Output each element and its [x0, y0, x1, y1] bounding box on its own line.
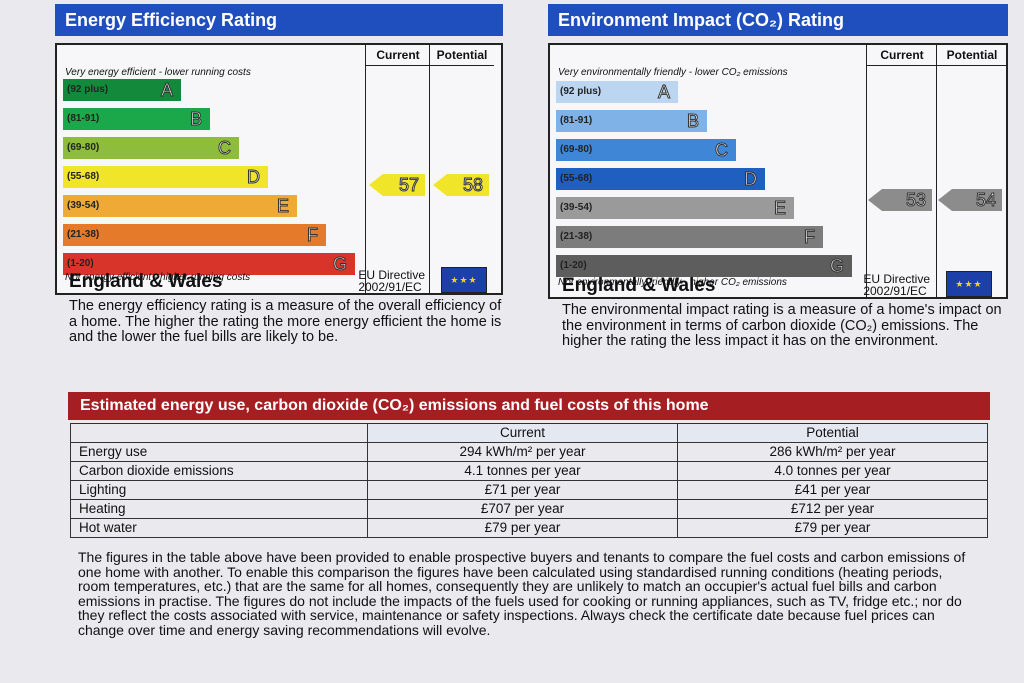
current-value: 4.1 tonnes per year	[367, 461, 678, 481]
band-range: (55-68)	[67, 171, 100, 182]
rating-band-e: (39-54) E	[556, 197, 794, 219]
environment-impact-chart: Current Potential Very environmentally f…	[548, 43, 1008, 299]
table-row: Hot water £79 per year £79 per year	[70, 518, 988, 538]
potential-value: £41 per year	[677, 480, 988, 500]
table-row: Carbon dioxide emissions 4.1 tonnes per y…	[70, 461, 988, 481]
band-letter: E	[276, 196, 289, 217]
rating-band-g: (1-20) G	[63, 253, 355, 275]
energy-efficiency-title: Energy Efficiency Rating	[55, 4, 503, 36]
bottom-note: Not environmentally friendly - higher CO…	[558, 277, 787, 288]
row-label: Carbon dioxide emissions	[70, 461, 368, 481]
rating-band-f: (21-38) F	[556, 226, 823, 248]
band-letter: C	[218, 138, 232, 159]
potential-column-header: Potential	[677, 423, 988, 443]
rating-band-a: (92 plus) A	[63, 79, 181, 101]
current-value: £79 per year	[367, 518, 678, 538]
band-range: (69-80)	[67, 142, 100, 153]
eu-flag-icon: ★★★	[946, 271, 992, 297]
band-letter: A	[657, 82, 670, 103]
band-letter: B	[686, 111, 699, 132]
estimates-table: Current Potential Energy use 294 kWh/m² p…	[70, 423, 988, 538]
rating-band-a: (92 plus) A	[556, 81, 678, 103]
potential-column-header: Potential	[429, 45, 494, 66]
rating-band-f: (21-38) F	[63, 224, 326, 246]
potential-rating-arrow: 58	[433, 174, 489, 196]
band-range: (69-80)	[560, 144, 593, 155]
band-range: (39-54)	[560, 202, 593, 213]
current-value: £71 per year	[367, 480, 678, 500]
band-letter: F	[307, 225, 319, 246]
band-letter: G	[829, 256, 844, 277]
explanatory-notes: The figures in the table above have been…	[78, 549, 966, 638]
band-letter: D	[247, 167, 261, 188]
current-rating-arrow: 53	[868, 189, 932, 211]
potential-value: £712 per year	[677, 499, 988, 519]
column-divider	[365, 65, 366, 293]
current-column-header: Current	[367, 423, 678, 443]
potential-value: 286 kWh/m² per year	[677, 442, 988, 462]
environment-impact-title: Environment Impact (CO₂) Rating	[548, 4, 1008, 36]
band-letter: B	[189, 109, 202, 130]
potential-value: 4.0 tonnes per year	[677, 461, 988, 481]
band-letter: E	[773, 198, 786, 219]
eu-directive: EU Directive 2002/91/EC	[863, 272, 930, 298]
rating-band-d: (55-68) D	[63, 166, 268, 188]
energy-efficiency-chart: Current Potential Very energy efficient …	[55, 43, 503, 295]
band-range: (92 plus)	[560, 86, 602, 97]
current-value: £707 per year	[367, 499, 678, 519]
band-letter: G	[332, 254, 347, 275]
energy-efficiency-panel: Energy Efficiency Rating Current Potenti…	[55, 4, 503, 346]
rating-band-b: (81-91) B	[63, 108, 210, 130]
band-letter: F	[804, 227, 816, 248]
row-label: Heating	[70, 499, 368, 519]
potential-rating-arrow: 54	[938, 189, 1002, 211]
row-label: Energy use	[70, 442, 368, 462]
band-range: (21-38)	[560, 231, 593, 242]
current-value: 294 kWh/m² per year	[367, 442, 678, 462]
rating-band-d: (55-68) D	[556, 168, 765, 190]
rating-band-g: (1-20) G	[556, 255, 852, 277]
band-letter: A	[160, 80, 173, 101]
eu-flag-icon: ★★★	[441, 267, 487, 293]
band-letter: C	[715, 140, 729, 161]
band-range: (1-20)	[560, 260, 587, 271]
region-label: England & Wales	[562, 275, 716, 296]
column-divider	[866, 65, 867, 297]
band-range: (1-20)	[67, 258, 94, 269]
rating-band-c: (69-80) C	[556, 139, 736, 161]
estimates-heading: Estimated energy use, carbon dioxide (CO…	[68, 392, 990, 420]
band-letter: D	[744, 169, 758, 190]
top-note: Very energy efficient - lower running co…	[65, 67, 251, 78]
band-range: (92 plus)	[67, 84, 109, 95]
band-range: (21-38)	[67, 229, 100, 240]
top-note: Very environmentally friendly - lower CO…	[558, 67, 788, 78]
table-row: Heating £707 per year £712 per year	[70, 499, 988, 519]
row-label: Lighting	[70, 480, 368, 500]
region-label: England & Wales	[69, 271, 223, 292]
potential-value: £79 per year	[677, 518, 988, 538]
environment-impact-panel: Environment Impact (CO₂) Rating Current …	[548, 4, 1008, 350]
rating-band-b: (81-91) B	[556, 110, 707, 132]
eu-directive: EU Directive 2002/91/EC	[358, 268, 425, 294]
energy-efficiency-description: The energy efficiency rating is a measur…	[69, 298, 502, 345]
band-range: (55-68)	[560, 173, 593, 184]
current-column-header: Current	[866, 45, 937, 66]
band-range: (81-91)	[67, 113, 100, 124]
table-header-row: Current Potential	[70, 423, 988, 443]
current-column-header: Current	[365, 45, 430, 66]
column-divider	[429, 65, 430, 293]
band-range: (81-91)	[560, 115, 593, 126]
table-row: Energy use 294 kWh/m² per year 286 kWh/m² …	[70, 442, 988, 462]
environment-impact-description: The environmental impact rating is a mea…	[562, 302, 1002, 349]
row-label: Hot water	[70, 518, 368, 538]
bottom-note: Not energy efficient - higher running co…	[65, 272, 251, 283]
rating-band-c: (69-80) C	[63, 137, 239, 159]
potential-column-header: Potential	[936, 45, 1007, 66]
current-rating-arrow: 57	[369, 174, 425, 196]
table-row: Lighting £71 per year £41 per year	[70, 480, 988, 500]
band-range: (39-54)	[67, 200, 100, 211]
column-divider	[936, 65, 937, 297]
rating-band-e: (39-54) E	[63, 195, 297, 217]
